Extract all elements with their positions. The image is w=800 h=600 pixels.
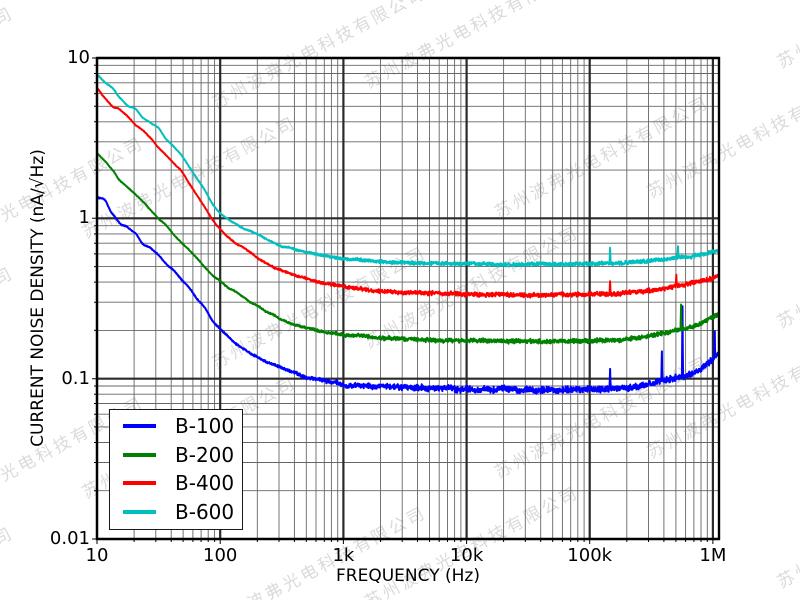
plot-border bbox=[95, 56, 721, 541]
axis-ticks bbox=[92, 57, 714, 544]
legend-label: B-600 bbox=[175, 499, 235, 524]
x-tick-label-100: 100 bbox=[203, 545, 238, 566]
y-axis-label: CURRENT NOISE DENSITY (nA/√Hz) bbox=[28, 149, 48, 447]
legend-line-sample bbox=[123, 452, 156, 457]
series-line-B-400 bbox=[97, 86, 719, 299]
legend-line-sample bbox=[123, 481, 156, 485]
series-curves bbox=[97, 73, 719, 395]
x-tick-label-1k: 1k bbox=[332, 545, 355, 566]
y-tick-label-1: 1 bbox=[78, 207, 90, 229]
x-tick-label-100k: 100k bbox=[567, 545, 613, 566]
legend: B-100 B-200 B-400 B-600 bbox=[109, 409, 243, 530]
legend-item-B-100: B-100 bbox=[123, 412, 238, 440]
legend-line-sample bbox=[123, 424, 156, 428]
x-axis-label: FREQUENCY (Hz) bbox=[336, 566, 480, 586]
y-tick-label-0.1: 0.1 bbox=[61, 367, 90, 389]
legend-item-B-600: B-600 bbox=[123, 498, 238, 526]
legend-label: B-100 bbox=[175, 414, 235, 438]
legend-item-B-200: B-200 bbox=[123, 441, 238, 469]
x-tick-label-10k: 10k bbox=[449, 545, 484, 566]
series-line-B-200 bbox=[97, 152, 719, 345]
x-tick-label-1M: 1M bbox=[699, 545, 727, 566]
series-line-B-100 bbox=[97, 195, 719, 395]
y-tick-label-10: 10 bbox=[67, 47, 90, 68]
x-tick-label-10: 10 bbox=[85, 545, 109, 566]
legend-label: B-200 bbox=[175, 442, 235, 467]
minor-gridlines bbox=[97, 58, 719, 539]
legend-item-B-400: B-400 bbox=[123, 469, 238, 497]
legend-line-sample bbox=[123, 509, 156, 514]
legend-label: B-400 bbox=[175, 471, 235, 495]
y-tick-label-0.01: 0.01 bbox=[49, 528, 90, 549]
series-line-B-600 bbox=[97, 73, 719, 268]
